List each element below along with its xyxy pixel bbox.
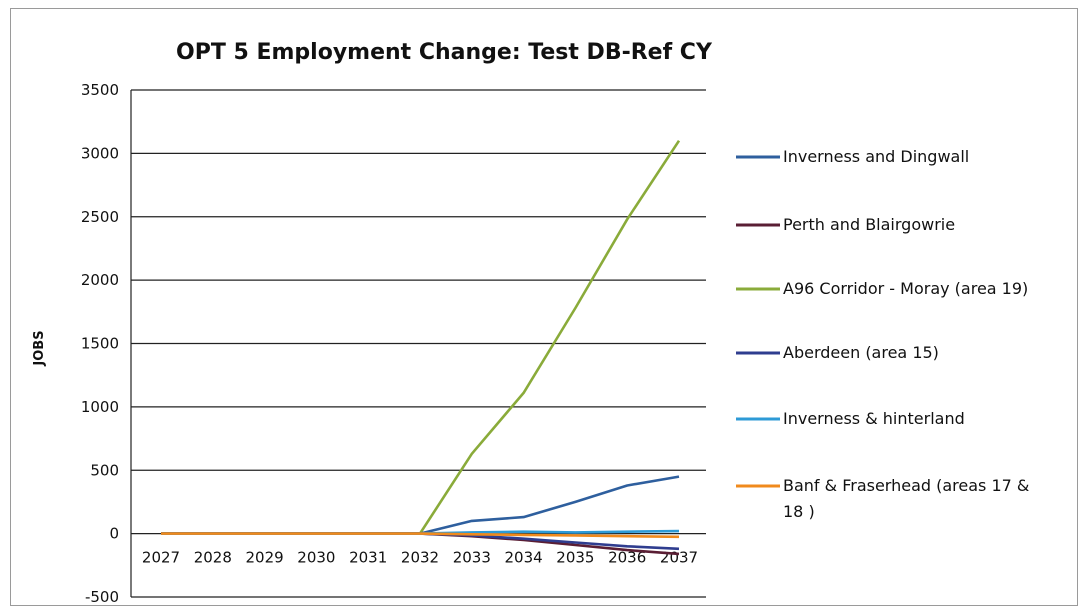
x-tick-label: 2032 xyxy=(401,549,439,567)
line-chart: OPT 5 Employment Change: Test DB-Ref CY … xyxy=(32,40,1029,606)
series-line-2 xyxy=(161,139,681,535)
x-tick-label: 2029 xyxy=(246,549,284,567)
x-tick-label: 2027 xyxy=(142,549,180,567)
legend-item: Inverness & hinterland xyxy=(736,409,965,428)
chart-frame: OPT 5 Employment Change: Test DB-Ref CY … xyxy=(10,8,1078,606)
x-tick-label: 2037 xyxy=(660,549,698,567)
gridlines xyxy=(130,89,706,598)
y-tick-label: 1500 xyxy=(81,335,119,353)
x-axis-ticks: 2027 2028 2029 2030 2031 2032 2033 2034 2035 2036… xyxy=(142,549,698,567)
legend-label: A96 Corridor - Moray (area 19) xyxy=(783,279,1028,298)
x-tick-label: 2034 xyxy=(505,549,543,567)
legend-item: Inverness and Dingwall xyxy=(736,147,969,166)
legend-item: Perth and Blairgowrie xyxy=(736,215,955,234)
legend-item: A96 Corridor - Moray (area 19) xyxy=(736,279,1028,298)
x-tick-label: 2030 xyxy=(297,549,335,567)
series-lines xyxy=(161,139,681,556)
x-tick-label: 2033 xyxy=(453,549,491,567)
x-tick-label: 2028 xyxy=(194,549,232,567)
legend: Inverness and Dingwall Perth and Blairgow… xyxy=(736,147,1029,521)
legend-label: Banf & Fraserhead (areas 17 & xyxy=(783,476,1029,495)
chart-title: OPT 5 Employment Change: Test DB-Ref CY xyxy=(176,40,713,65)
y-tick-label: 2000 xyxy=(81,271,119,289)
y-axis-label: JOBS xyxy=(32,330,47,366)
y-tick-label: 500 xyxy=(90,461,119,479)
legend-item: Aberdeen (area 15) xyxy=(736,343,939,362)
x-tick-label: 2031 xyxy=(349,549,387,567)
legend-label: Perth and Blairgowrie xyxy=(783,215,955,234)
legend-label: Aberdeen (area 15) xyxy=(783,343,939,362)
x-tick-label: 2035 xyxy=(556,549,594,567)
y-tick-label: 3500 xyxy=(81,81,119,99)
series-line-5 xyxy=(161,532,680,539)
legend-item: Banf & Fraserhead (areas 17 & 18 ) xyxy=(736,476,1029,521)
y-tick-label: 1000 xyxy=(81,398,119,416)
y-axis-ticks: -500 0 500 1000 1500 2000 2500 3000 3500 xyxy=(81,81,119,606)
y-tick-label: -500 xyxy=(85,588,119,606)
legend-label: Inverness and Dingwall xyxy=(783,147,969,166)
x-tick-label: 2036 xyxy=(608,549,646,567)
legend-label: Inverness & hinterland xyxy=(783,409,965,428)
legend-label-cont: 18 ) xyxy=(783,502,815,521)
y-tick-label: 3000 xyxy=(81,144,119,162)
series-line-0 xyxy=(161,475,680,535)
y-tick-label: 0 xyxy=(109,525,119,543)
y-tick-label: 2500 xyxy=(81,208,119,226)
